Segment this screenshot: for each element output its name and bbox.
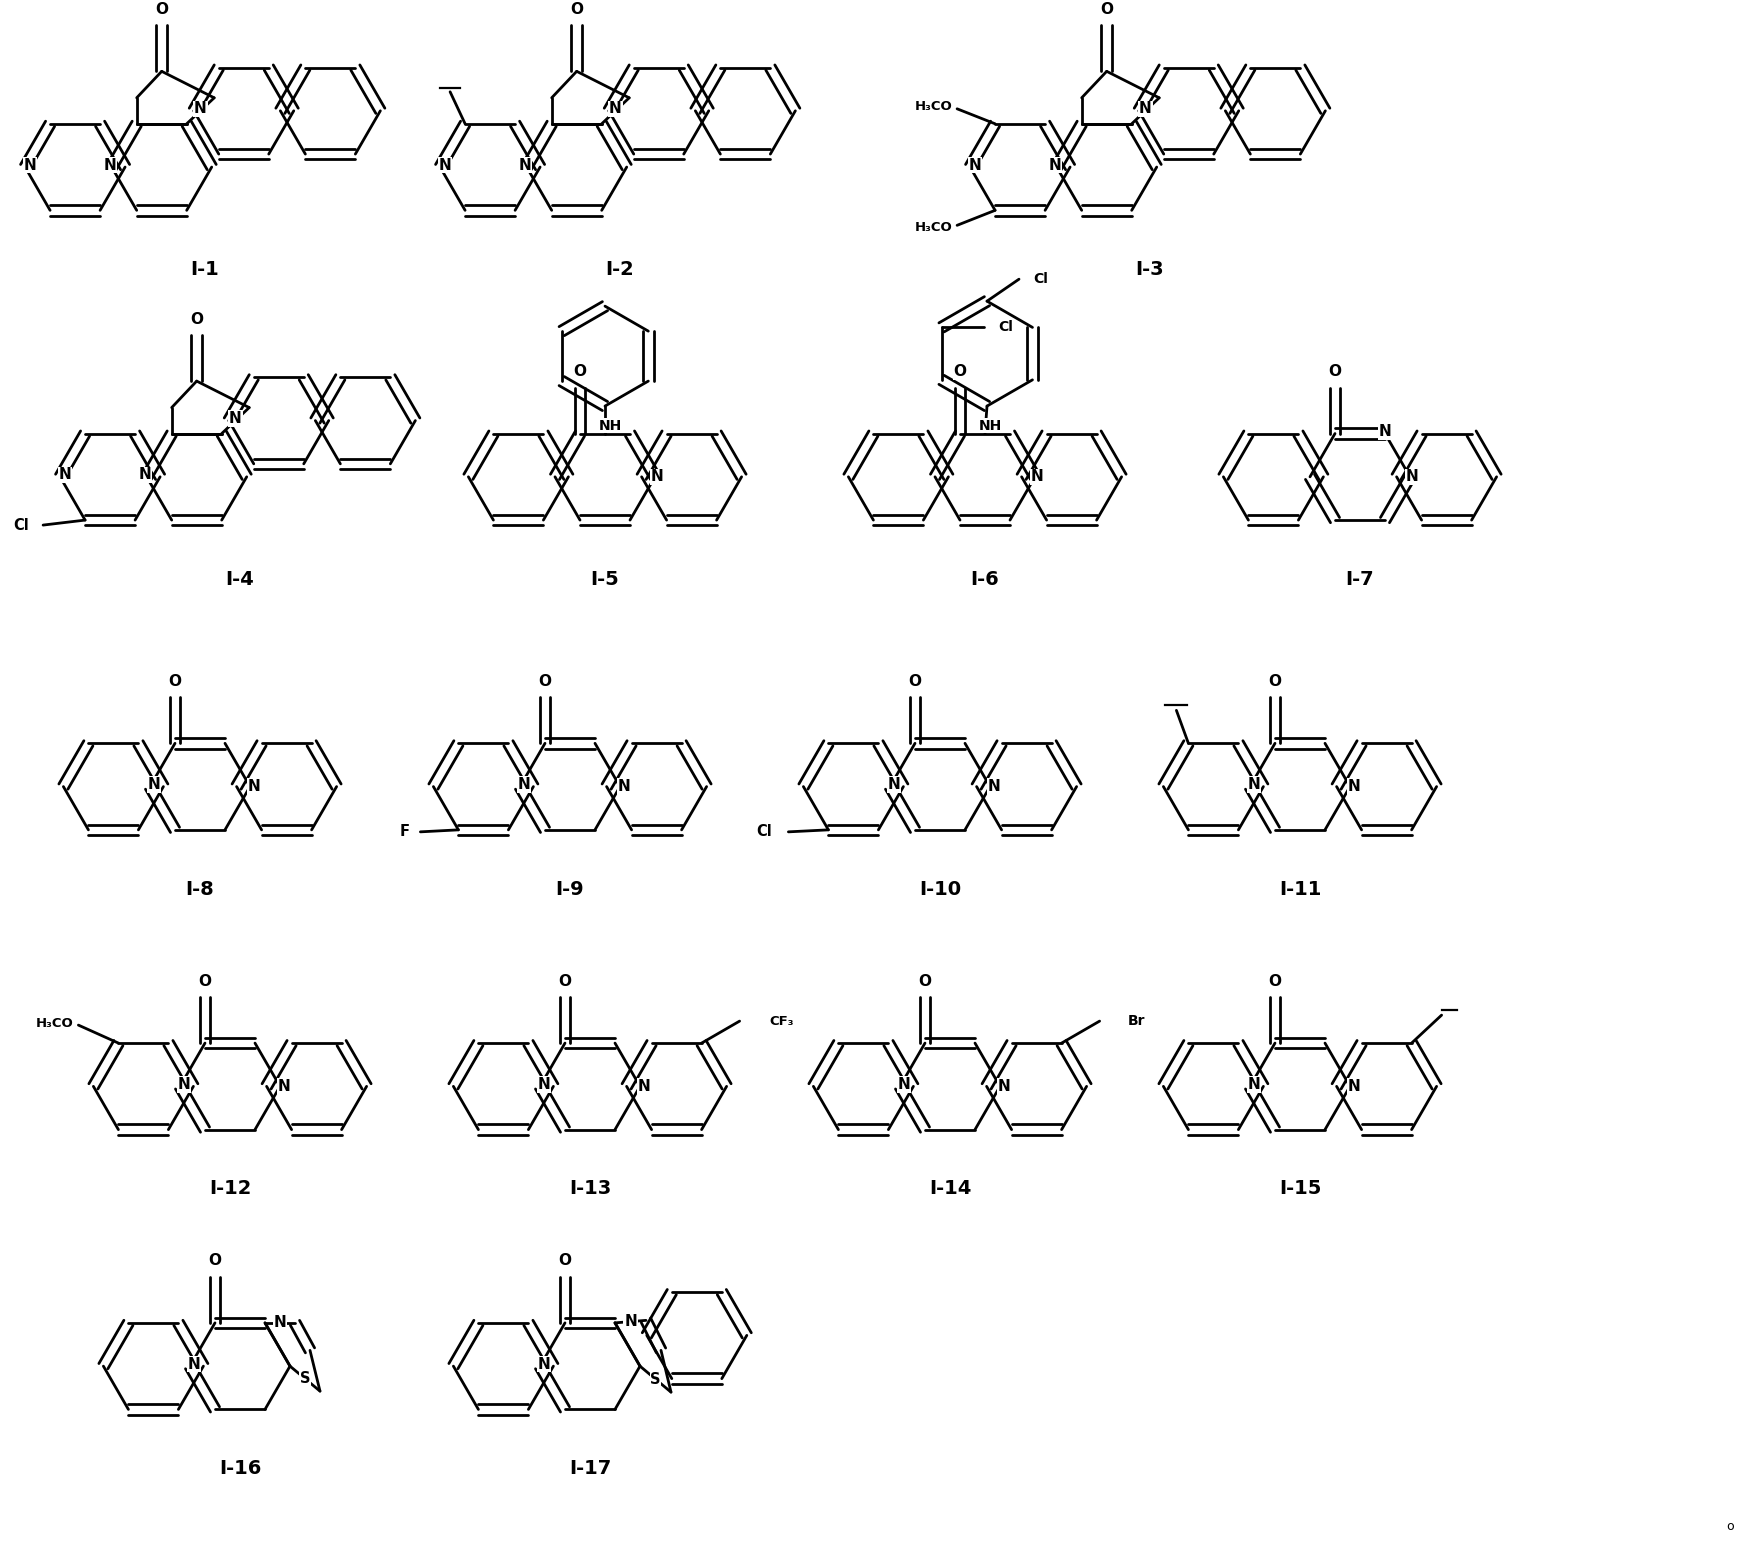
Text: N: N: [519, 158, 531, 172]
Text: I-3: I-3: [1136, 261, 1164, 279]
Text: Cl: Cl: [998, 321, 1014, 335]
Text: Cl: Cl: [14, 518, 30, 532]
Text: O: O: [1269, 974, 1281, 988]
Text: S: S: [650, 1371, 661, 1387]
Text: Cl: Cl: [757, 824, 773, 839]
Text: H₃CO: H₃CO: [914, 101, 953, 113]
Text: I-10: I-10: [919, 879, 961, 898]
Text: N: N: [1140, 101, 1152, 116]
Text: I-13: I-13: [568, 1179, 612, 1199]
Text: N: N: [888, 777, 900, 793]
Text: N: N: [617, 779, 631, 794]
Text: o: o: [1727, 1520, 1734, 1532]
Text: H₃CO: H₃CO: [914, 220, 953, 234]
Text: O: O: [191, 312, 203, 327]
Text: N: N: [178, 1076, 191, 1092]
Text: O: O: [168, 673, 182, 689]
Text: N: N: [608, 101, 622, 116]
Text: I-7: I-7: [1346, 569, 1374, 589]
Text: Br: Br: [1127, 1014, 1145, 1028]
Text: N: N: [147, 777, 161, 793]
Text: S: S: [299, 1371, 309, 1387]
Text: O: O: [570, 2, 584, 17]
Text: CF₃: CF₃: [769, 1014, 794, 1028]
Text: O: O: [1328, 364, 1341, 378]
Text: O: O: [156, 2, 168, 17]
Text: N: N: [624, 1314, 636, 1329]
Text: N: N: [1031, 470, 1044, 484]
Text: N: N: [998, 1079, 1010, 1093]
Text: Cl: Cl: [1033, 271, 1049, 287]
Text: N: N: [1348, 779, 1360, 794]
Text: N: N: [1405, 470, 1418, 484]
Text: N: N: [898, 1076, 911, 1092]
Text: N: N: [24, 158, 37, 172]
Text: I-12: I-12: [208, 1179, 252, 1199]
Text: I-6: I-6: [970, 569, 1000, 589]
Text: O: O: [1099, 2, 1113, 17]
Text: NH: NH: [598, 419, 622, 433]
Text: I-11: I-11: [1280, 879, 1321, 898]
Text: N: N: [278, 1079, 290, 1093]
Text: N: N: [248, 779, 260, 794]
Text: I-8: I-8: [185, 879, 215, 898]
Text: N: N: [638, 1079, 650, 1093]
Text: O: O: [909, 673, 921, 689]
Text: N: N: [538, 1076, 551, 1092]
Text: N: N: [439, 158, 451, 172]
Text: I-17: I-17: [568, 1459, 612, 1478]
Text: O: O: [208, 1253, 222, 1269]
Text: N: N: [1379, 423, 1391, 439]
Text: I-4: I-4: [225, 569, 255, 589]
Text: I-14: I-14: [928, 1179, 972, 1199]
Text: N: N: [103, 158, 115, 172]
Text: N: N: [1348, 1079, 1360, 1093]
Text: N: N: [138, 467, 150, 482]
Text: O: O: [559, 1253, 572, 1269]
Text: N: N: [187, 1357, 201, 1371]
Text: O: O: [538, 673, 552, 689]
Text: O: O: [559, 974, 572, 988]
Text: O: O: [573, 364, 587, 378]
Text: O: O: [918, 974, 932, 988]
Text: NH: NH: [979, 419, 1002, 433]
Text: N: N: [968, 158, 981, 172]
Text: N: N: [229, 411, 241, 427]
Text: I-2: I-2: [605, 261, 635, 279]
Text: N: N: [517, 777, 530, 793]
Text: N: N: [1248, 777, 1260, 793]
Text: I-16: I-16: [218, 1459, 260, 1478]
Text: I-15: I-15: [1280, 1179, 1321, 1199]
Text: N: N: [274, 1315, 287, 1331]
Text: N: N: [988, 779, 1000, 794]
Text: F: F: [399, 824, 409, 839]
Text: N: N: [1049, 158, 1061, 172]
Text: O: O: [199, 974, 212, 988]
Text: I-9: I-9: [556, 879, 584, 898]
Text: N: N: [1248, 1076, 1260, 1092]
Text: N: N: [194, 101, 206, 116]
Text: N: N: [538, 1357, 551, 1371]
Text: N: N: [59, 467, 72, 482]
Text: I-1: I-1: [191, 261, 220, 279]
Text: O: O: [1269, 673, 1281, 689]
Text: H₃CO: H₃CO: [35, 1016, 73, 1030]
Text: I-5: I-5: [591, 569, 619, 589]
Text: N: N: [650, 470, 664, 484]
Text: O: O: [953, 364, 967, 378]
